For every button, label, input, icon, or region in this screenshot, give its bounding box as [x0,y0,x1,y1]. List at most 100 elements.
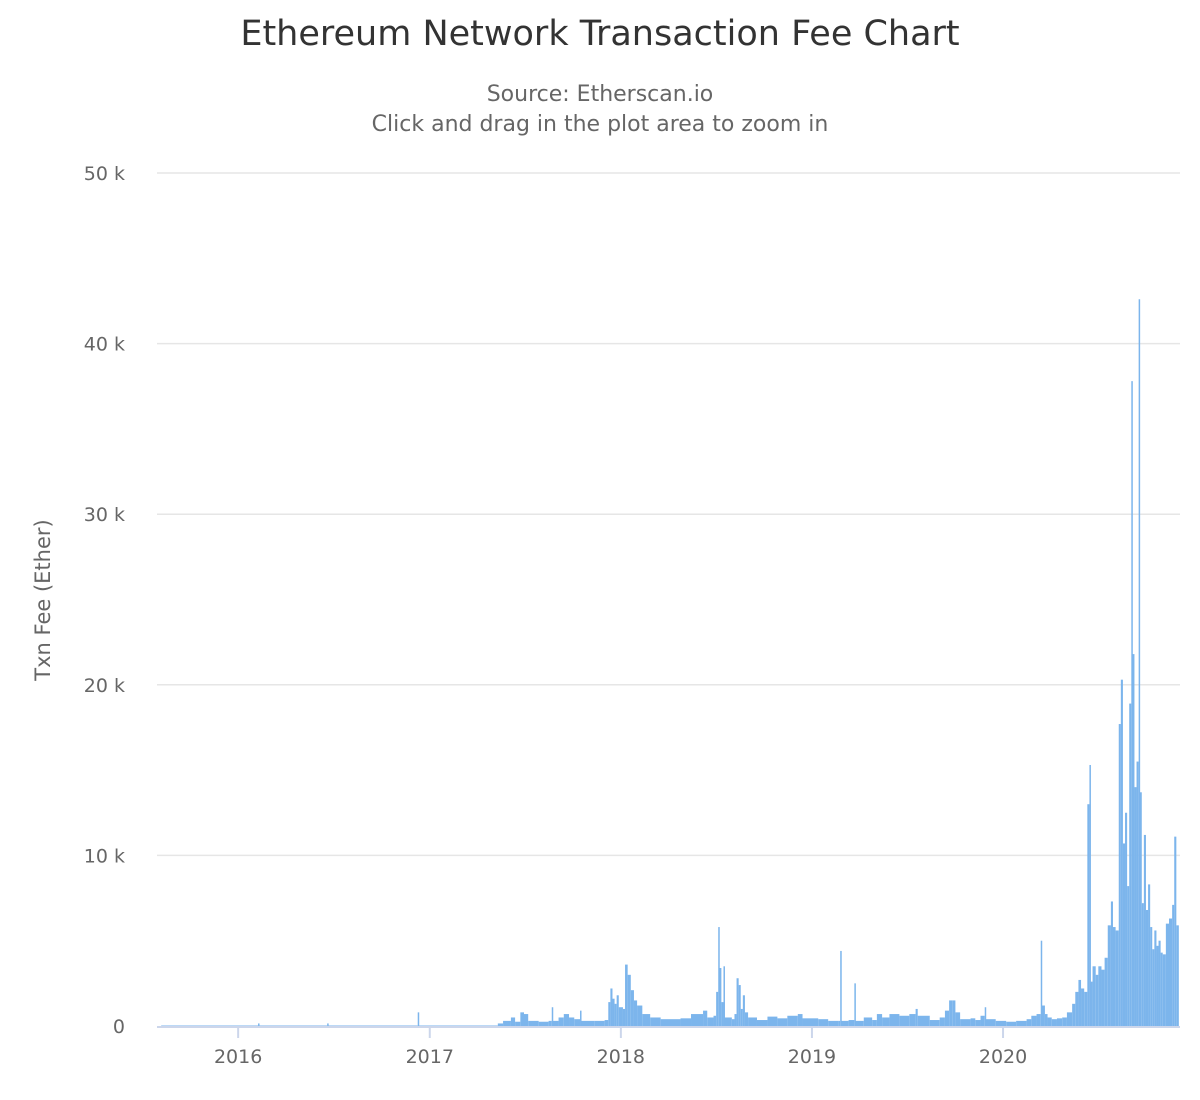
fee-bar[interactable] [551,1007,554,1026]
fee-bar[interactable] [616,995,619,1026]
fee-bar[interactable] [738,985,741,1026]
fee-bar[interactable] [756,1020,768,1026]
fee-bar[interactable] [1132,654,1135,1026]
fee-bar[interactable] [882,1017,890,1026]
fee-bar[interactable] [854,983,856,1026]
fee-bar[interactable] [713,1015,717,1026]
fee-bar[interactable] [1107,925,1111,1026]
fee-bar[interactable] [1174,836,1177,1026]
fee-bar[interactable] [650,1017,661,1026]
fee-bar[interactable] [917,1015,930,1026]
fee-bar[interactable] [899,1015,910,1026]
fee-bar[interactable] [1031,1015,1037,1026]
fee-bar[interactable] [872,1020,877,1026]
fee-bar[interactable] [841,1020,849,1026]
fee-bar[interactable] [828,1020,839,1026]
fee-bar[interactable] [1026,1019,1032,1026]
fee-bar[interactable] [497,1023,504,1026]
fee-bar[interactable] [630,990,634,1026]
fee-bar[interactable] [855,1020,864,1026]
fee-bar[interactable] [574,1019,581,1026]
fee-bar[interactable] [1150,927,1153,1026]
fee-bar[interactable] [970,1018,976,1026]
fee-bar[interactable] [1115,930,1119,1026]
fee-bar[interactable] [1089,764,1091,1026]
fee-bar[interactable] [1120,679,1123,1026]
fee-bar[interactable] [1156,945,1159,1026]
fee-bar[interactable] [563,1014,570,1026]
fee-bar[interactable] [515,1021,521,1026]
fee-bar[interactable] [1098,966,1102,1026]
fee-bar[interactable] [1145,909,1149,1026]
fee-bar[interactable] [538,1021,549,1026]
fee-bar[interactable] [703,1010,708,1026]
fee-bar[interactable] [744,1012,749,1026]
fee-bar[interactable] [1125,812,1128,1026]
fee-bar[interactable] [580,1010,582,1026]
fee-bar[interactable] [939,1017,945,1026]
fee-bar[interactable] [1172,904,1175,1026]
fee-bar[interactable] [1084,991,1088,1026]
fee-bar[interactable] [724,1017,732,1026]
fee-bar[interactable] [680,1018,692,1026]
fee-bar[interactable] [1081,988,1085,1026]
fee-bar[interactable] [1072,1003,1076,1026]
fee-bar[interactable] [721,1002,724,1026]
fee-bar[interactable] [734,1014,737,1026]
fee-bar[interactable] [1141,903,1144,1026]
fee-bar[interactable] [594,1020,605,1026]
fee-bar[interactable] [1044,1014,1048,1026]
fee-bar[interactable] [909,1014,916,1026]
fee-bar[interactable] [637,1005,643,1026]
fee-bar[interactable] [984,1007,987,1026]
fee-bar[interactable] [889,1014,900,1026]
fee-bar[interactable] [848,1020,855,1026]
fee-bar[interactable] [1087,804,1090,1026]
fee-bar[interactable] [608,1002,611,1026]
fee-bar[interactable] [625,964,628,1026]
fee-bar[interactable] [1040,940,1043,1026]
fee-bar[interactable] [1075,991,1079,1026]
fee-bar[interactable] [949,1000,953,1026]
fee-bar[interactable] [691,1014,704,1026]
fee-bar[interactable] [1143,834,1146,1026]
fee-bar[interactable] [510,1017,516,1026]
fee-bar[interactable] [1176,925,1179,1026]
fee-bar[interactable] [1062,1017,1067,1026]
fee-bar[interactable] [1041,1005,1045,1026]
fee-bar[interactable] [802,1018,819,1026]
fee-bar[interactable] [1092,966,1096,1026]
fee-bar[interactable] [633,1000,638,1026]
fee-bar[interactable] [736,978,739,1026]
fee-bar[interactable] [1152,949,1155,1026]
fee-bar[interactable] [995,1020,1007,1026]
fee-bar[interactable] [520,1012,525,1026]
fee-bar[interactable] [1104,957,1108,1026]
fee-bar[interactable] [723,966,725,1026]
fee-bar[interactable] [985,1019,996,1026]
fee-bar[interactable] [952,1000,956,1026]
fee-bar[interactable] [552,1020,559,1026]
fee-bar[interactable] [719,967,722,1026]
fee-bar[interactable] [742,995,745,1026]
fee-bar[interactable] [1101,969,1105,1026]
fee-bar[interactable] [1131,381,1133,1027]
fee-bar[interactable] [840,950,842,1026]
fee-bar[interactable] [787,1015,798,1026]
fee-bar[interactable] [548,1020,552,1026]
fee-bar[interactable] [1154,930,1157,1026]
fee-bar[interactable] [915,1008,918,1026]
fee-bar[interactable] [1165,923,1170,1026]
fee-bar[interactable] [944,1010,950,1026]
fee-bar[interactable] [328,1025,418,1026]
fee-bar[interactable] [417,1012,420,1026]
fee-bar[interactable] [1056,1018,1063,1026]
fee-bar[interactable] [1118,724,1121,1026]
fee-bar[interactable] [660,1019,681,1026]
fee-bar[interactable] [955,1012,961,1026]
fee-bar[interactable] [863,1017,873,1026]
fee-bar[interactable] [1047,1017,1052,1026]
fee-bar[interactable] [731,1019,735,1026]
fee-bar[interactable] [259,1025,328,1026]
fee-bar[interactable] [1090,981,1093,1026]
